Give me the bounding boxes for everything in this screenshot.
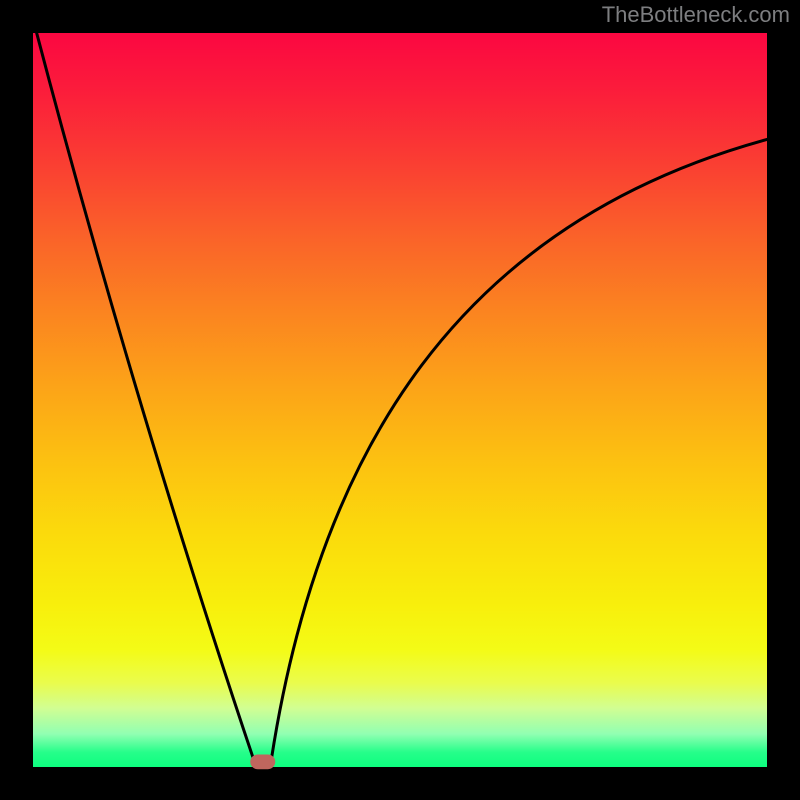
- minimum-marker: [250, 755, 275, 770]
- plot-area: [33, 33, 767, 769]
- gradient-background: [33, 33, 767, 767]
- watermark-text: TheBottleneck.com: [602, 2, 790, 28]
